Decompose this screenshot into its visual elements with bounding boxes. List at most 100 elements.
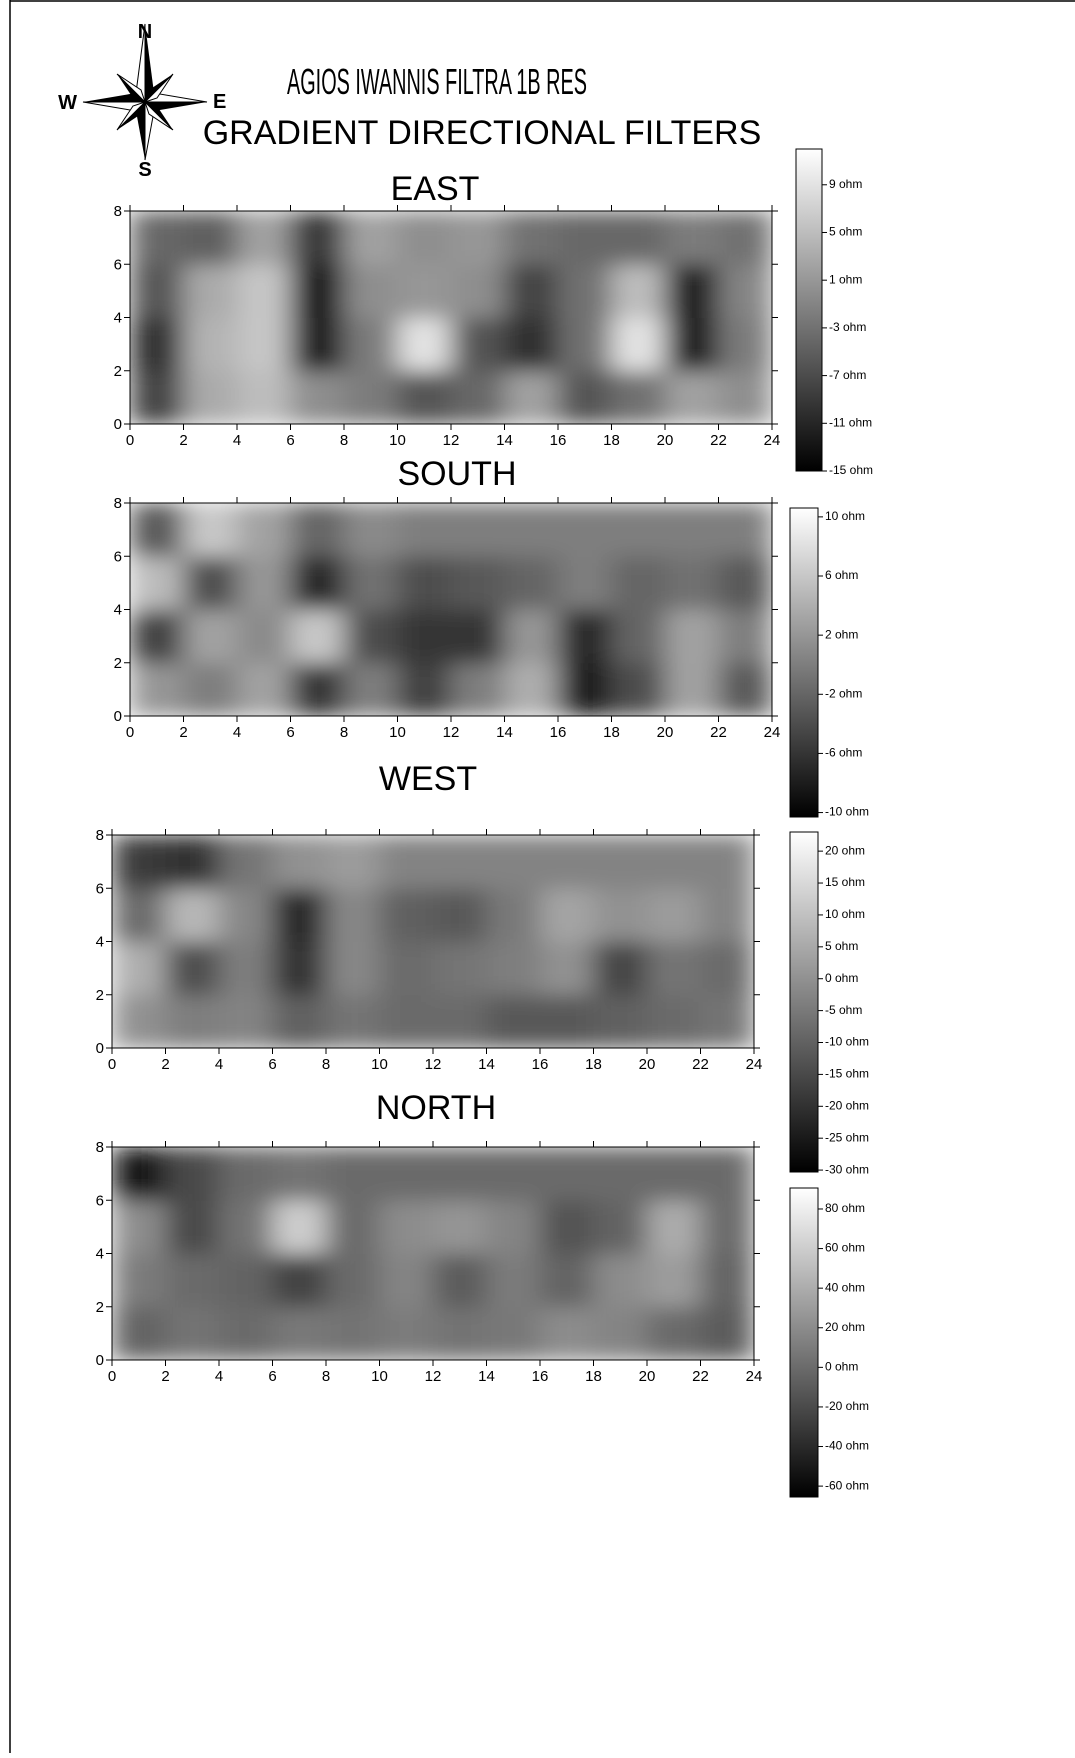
heatmap-cells	[130, 503, 772, 716]
colorbar-label: -30 ohm	[825, 1162, 869, 1176]
y-tick-label: 4	[114, 602, 122, 619]
heat-cell	[718, 211, 772, 265]
heat-cell	[165, 1200, 220, 1254]
heat-cell	[558, 211, 612, 265]
colorbar-label: 40 ohm	[825, 1280, 865, 1294]
x-tick-label: 16	[532, 1056, 549, 1073]
heat-cell	[112, 1200, 166, 1254]
x-tick-label: 2	[179, 432, 187, 449]
y-tick-label: 8	[114, 495, 122, 512]
x-tick-label: 22	[710, 724, 727, 741]
main-title: AGIOS IWANNIS FILTRA 1B RES	[287, 61, 587, 102]
x-tick-label: 8	[322, 1056, 330, 1073]
heat-cell	[433, 835, 487, 889]
heat-cell	[611, 662, 666, 716]
x-tick-label: 20	[657, 724, 674, 741]
x-tick-label: 4	[215, 1056, 223, 1073]
heat-cell	[379, 835, 434, 889]
colorbar-label: 9 ohm	[829, 177, 862, 191]
heat-cell	[665, 264, 719, 318]
heat-cell	[326, 1253, 380, 1308]
heat-cell	[397, 609, 452, 664]
heat-cell	[290, 264, 345, 318]
x-tick-label: 24	[746, 1368, 763, 1385]
heat-cell	[593, 941, 648, 996]
x-tick-label: 14	[478, 1368, 495, 1385]
colorbar-label: -3 ohm	[829, 320, 866, 334]
x-tick-label: 2	[161, 1056, 169, 1073]
heat-cell	[165, 994, 220, 1048]
heat-cell	[290, 211, 345, 265]
heat-cell	[540, 1200, 594, 1254]
heat-cell	[237, 317, 291, 372]
colorbar-label: 1 ohm	[829, 272, 862, 286]
heat-cell	[397, 662, 452, 716]
colorbar-label: 80 ohm	[825, 1201, 865, 1215]
panel-title: EAST	[391, 170, 480, 208]
heat-cell	[237, 609, 291, 664]
heat-cell	[665, 503, 719, 557]
heat-cell	[647, 1306, 701, 1360]
colorbar	[789, 507, 819, 818]
heat-cell	[379, 1306, 434, 1360]
colorbar-label: -2 ohm	[825, 686, 862, 700]
heat-cell	[700, 1253, 754, 1308]
colorbar-label: -40 ohm	[825, 1439, 869, 1453]
x-tick-label: 22	[710, 432, 727, 449]
y-tick-label: 0	[96, 1352, 104, 1369]
heatmap	[130, 211, 772, 424]
heat-cell	[344, 503, 398, 557]
heat-cell	[700, 994, 754, 1048]
heat-cell	[540, 1147, 594, 1201]
colorbar-label: 0 ohm	[825, 1360, 858, 1374]
x-tick-label: 12	[425, 1056, 442, 1073]
colorbar-label: 6 ohm	[825, 568, 858, 582]
heat-cell	[397, 370, 452, 424]
heat-cell	[165, 835, 220, 889]
heat-cell	[183, 503, 238, 557]
heat-cell	[326, 941, 380, 996]
heat-cell	[504, 662, 559, 716]
compass-n: N	[138, 21, 152, 43]
x-tick-label: 10	[389, 724, 406, 741]
y-tick-label: 0	[96, 1040, 104, 1057]
heat-cell	[379, 1200, 434, 1254]
heat-cell	[165, 1147, 220, 1201]
x-tick-label: 14	[478, 1056, 495, 1073]
y-tick-label: 8	[114, 203, 122, 220]
heat-cell	[718, 556, 772, 610]
heat-cell	[272, 835, 327, 889]
heat-cell	[593, 1200, 648, 1254]
heat-cell	[665, 662, 719, 716]
heat-cell	[344, 662, 398, 716]
x-tick-label: 18	[603, 432, 620, 449]
colorbar-label: -25 ohm	[825, 1130, 869, 1144]
heat-cell	[397, 503, 452, 557]
x-tick-label: 18	[585, 1056, 602, 1073]
heat-cell	[486, 1147, 541, 1201]
heat-cell	[665, 556, 719, 610]
heat-cell	[700, 888, 754, 942]
heat-cell	[379, 1253, 434, 1308]
heat-cell	[326, 1147, 380, 1201]
heat-cell	[130, 317, 184, 372]
x-tick-label: 6	[268, 1368, 276, 1385]
x-tick-label: 10	[371, 1056, 388, 1073]
heat-cell	[379, 941, 434, 996]
heat-cell	[486, 1200, 541, 1254]
heat-cell	[647, 1147, 701, 1201]
y-tick-label: 8	[96, 1139, 104, 1156]
x-tick-label: 16	[550, 432, 567, 449]
heat-cell	[237, 264, 291, 318]
compass-w: W	[58, 92, 77, 114]
x-tick-label: 24	[764, 432, 781, 449]
heat-cell	[611, 609, 666, 664]
heat-cell	[237, 556, 291, 610]
panel-title: NORTH	[376, 1089, 496, 1127]
heat-cell	[665, 370, 719, 424]
colorbar-label: -11 ohm	[829, 415, 872, 429]
heat-cell	[540, 835, 594, 889]
x-tick-label: 24	[746, 1056, 763, 1073]
heat-cell	[593, 888, 648, 942]
